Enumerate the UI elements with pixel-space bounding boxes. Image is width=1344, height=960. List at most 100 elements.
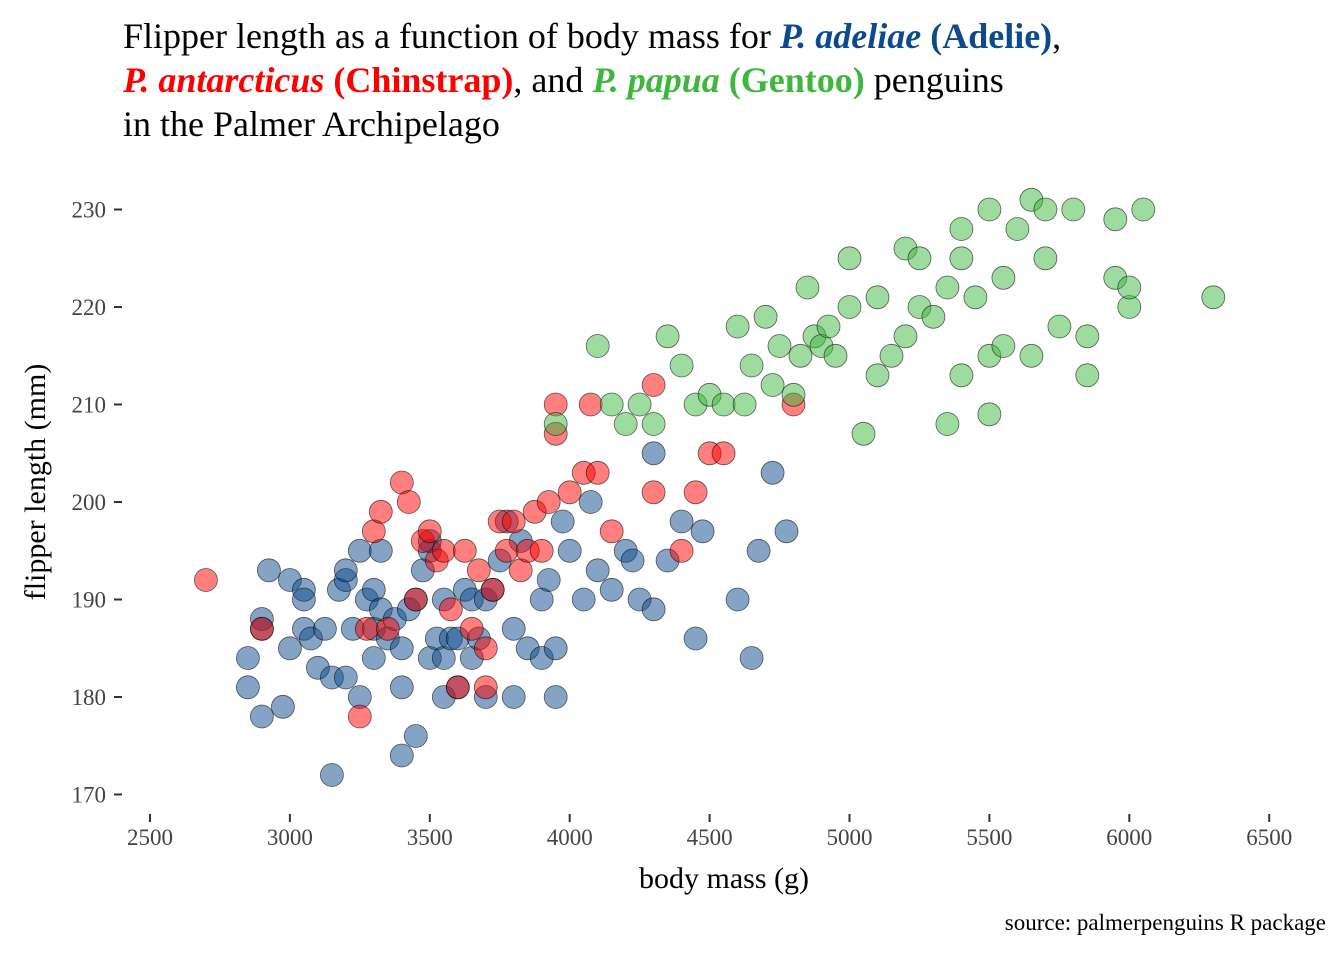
point-gentoo [851, 421, 876, 446]
point-gentoo [837, 295, 862, 319]
point-chinstrap [480, 577, 505, 602]
x-tick-label-2500: 2500 [127, 825, 173, 850]
point-chinstrap [529, 538, 554, 563]
point-chinstrap [599, 519, 624, 544]
point-adelie [599, 577, 624, 602]
point-gentoo [935, 275, 960, 300]
point-chinstrap [578, 392, 603, 417]
x-tick-label-3000: 3000 [267, 825, 313, 850]
title-chinstrap-species: P. antarcticus [123, 60, 325, 100]
point-gentoo [732, 392, 757, 417]
point-chinstrap [557, 480, 582, 505]
point-adelie [725, 587, 750, 612]
point-gentoo [781, 382, 806, 407]
point-adelie [333, 665, 358, 690]
y-tick-label-190: 190 [72, 588, 107, 613]
point-chinstrap [459, 616, 484, 641]
title-gentoo-species: P. papua [592, 60, 720, 100]
x-tick-label-4500: 4500 [687, 825, 733, 850]
point-gentoo [599, 392, 624, 417]
point-chinstrap [452, 538, 477, 563]
point-chinstrap [466, 558, 491, 583]
title-penguins: penguins [873, 60, 1004, 100]
point-adelie [501, 685, 526, 709]
title-comma: , [1052, 16, 1062, 56]
point-adelie [578, 490, 603, 514]
point-gentoo [1019, 343, 1044, 368]
point-adelie [361, 646, 386, 670]
point-gentoo [816, 314, 841, 339]
point-chinstrap [536, 490, 561, 514]
point-adelie [277, 636, 302, 661]
point-gentoo [1103, 207, 1128, 232]
y-tick-label-230: 230 [72, 198, 107, 223]
point-gentoo [1061, 197, 1086, 222]
point-adelie [270, 694, 295, 719]
y-tick-label-210: 210 [72, 393, 107, 418]
point-chinstrap [347, 704, 372, 729]
x-axis: 2500 3000 3500 4000 4500 5000 5500 6000 6500 [127, 814, 1292, 850]
point-adelie [256, 558, 281, 583]
point-chinstrap [417, 519, 442, 544]
point-gentoo [725, 314, 750, 339]
title-text-intro: Flipper length as a function of body mas… [123, 16, 771, 56]
point-gentoo [1075, 363, 1100, 388]
point-chinstrap [445, 675, 470, 700]
point-chinstrap [354, 616, 379, 641]
point-adelie [746, 538, 771, 563]
point-gentoo [1033, 197, 1058, 222]
point-gentoo [543, 412, 568, 436]
point-adelie [690, 519, 715, 544]
point-gentoo [865, 285, 890, 310]
point-gentoo [760, 373, 785, 397]
source-caption: source: palmerpenguins R package [1004, 910, 1326, 935]
point-gentoo [655, 324, 680, 349]
point-gentoo [963, 285, 988, 310]
point-adelie [739, 646, 764, 670]
point-gentoo [1201, 285, 1226, 310]
point-gentoo [1075, 324, 1100, 349]
point-adelie [641, 441, 666, 466]
point-chinstrap [473, 675, 498, 700]
chart-title: Flipper length as a function of body mas… [123, 14, 1323, 146]
point-adelie [641, 597, 666, 622]
y-axis-label: flipper length (mm) [19, 364, 52, 601]
point-chinstrap [501, 509, 526, 534]
point-gentoo [837, 246, 862, 271]
point-adelie [347, 538, 372, 563]
point-gentoo [865, 363, 890, 388]
point-chinstrap [368, 499, 393, 524]
point-adelie [333, 558, 358, 583]
point-gentoo [949, 246, 974, 271]
point-gentoo [627, 392, 652, 417]
point-adelie [501, 616, 526, 641]
data-points [193, 187, 1226, 787]
point-gentoo [1131, 197, 1156, 222]
point-chinstrap [249, 616, 274, 641]
point-adelie [249, 704, 274, 729]
point-gentoo [753, 304, 778, 329]
point-gentoo [739, 353, 764, 378]
point-chinstrap [683, 480, 708, 505]
point-chinstrap [711, 441, 736, 466]
point-adelie [543, 636, 568, 661]
point-adelie [585, 558, 610, 583]
point-gentoo [907, 246, 932, 271]
title-line-3: in the Palmer Archipelago [123, 104, 500, 144]
point-gentoo [949, 363, 974, 388]
point-adelie [291, 587, 316, 612]
point-adelie [319, 763, 344, 787]
title-chinstrap-common: (Chinstrap) [333, 60, 514, 100]
point-gentoo [795, 275, 820, 300]
point-adelie [774, 519, 799, 544]
point-gentoo [788, 343, 813, 368]
point-chinstrap [438, 597, 463, 622]
point-gentoo [949, 217, 974, 241]
point-adelie [550, 509, 575, 534]
y-axis: 170 180 190 200 210 220 230 [72, 198, 122, 808]
point-gentoo [1047, 314, 1072, 339]
x-tick-label-6500: 6500 [1246, 825, 1292, 850]
y-tick-label-220: 220 [72, 295, 107, 320]
title-line-1: Flipper length as a function of body mas… [123, 14, 1323, 58]
